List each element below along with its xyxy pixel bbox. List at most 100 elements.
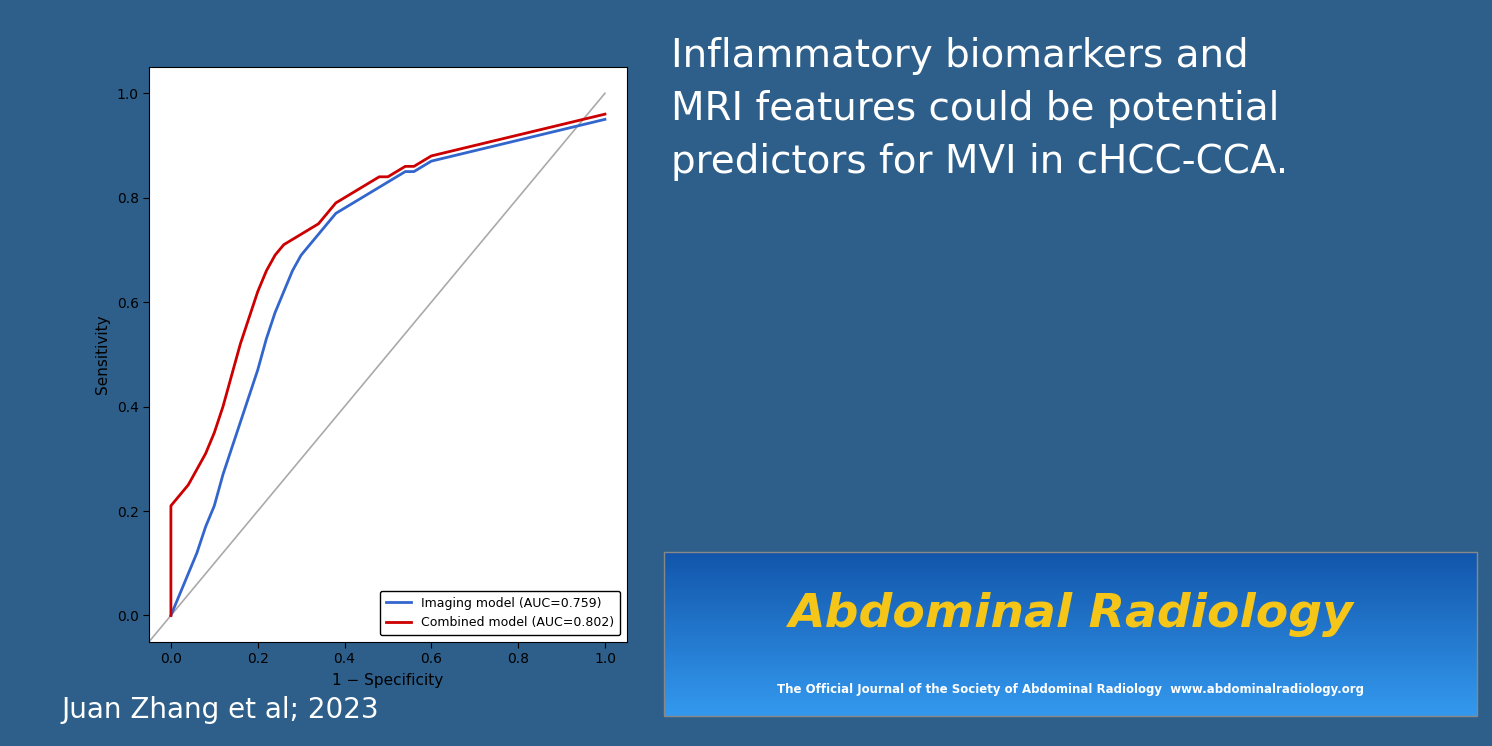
Bar [664, 684, 1477, 685]
Bar [664, 574, 1477, 575]
Text: Juan Zhang et al; 2023: Juan Zhang et al; 2023 [61, 696, 379, 724]
Bar [664, 555, 1477, 557]
Text: The Official Journal of the Society of Abdominal Radiology  www.abdominalradiolo: The Official Journal of the Society of A… [777, 683, 1364, 697]
Bar [664, 624, 1477, 625]
Bar [664, 651, 1477, 652]
Bar [664, 693, 1477, 694]
Bar [664, 655, 1477, 656]
Bar [664, 621, 1477, 622]
Bar [664, 552, 1477, 553]
Bar [664, 668, 1477, 669]
Bar [664, 582, 1477, 583]
Bar [664, 673, 1477, 674]
Bar [664, 570, 1477, 571]
Bar [664, 699, 1477, 700]
Bar [664, 602, 1477, 603]
Text: Inflammatory biomarkers and
MRI features could be potential
predictors for MVI i: Inflammatory biomarkers and MRI features… [671, 37, 1289, 181]
Bar [664, 610, 1477, 611]
Bar [664, 672, 1477, 673]
Bar [664, 561, 1477, 562]
Bar [664, 674, 1477, 675]
Bar [664, 640, 1477, 641]
Bar [664, 573, 1477, 574]
Bar [664, 606, 1477, 607]
Legend: Imaging model (AUC=0.759), Combined model (AUC=0.802): Imaging model (AUC=0.759), Combined mode… [380, 591, 621, 636]
Bar [664, 692, 1477, 693]
Bar [664, 645, 1477, 646]
Bar [664, 641, 1477, 642]
Bar [664, 662, 1477, 664]
Bar [664, 676, 1477, 677]
Bar [664, 702, 1477, 703]
Bar [664, 625, 1477, 626]
Bar [664, 615, 1477, 616]
Bar [664, 565, 1477, 566]
Bar [664, 609, 1477, 610]
Bar [664, 681, 1477, 682]
Bar [664, 698, 1477, 699]
Bar [664, 568, 1477, 569]
Bar [664, 583, 1477, 584]
Bar [664, 589, 1477, 590]
Bar [664, 597, 1477, 598]
Bar [664, 685, 1477, 686]
Bar [664, 611, 1477, 612]
Bar [664, 599, 1477, 600]
Bar [664, 593, 1477, 594]
Bar [664, 554, 1477, 555]
Bar [664, 688, 1477, 689]
Bar [664, 566, 1477, 567]
Bar [664, 591, 1477, 592]
Bar [664, 567, 1477, 568]
Bar [664, 579, 1477, 580]
Bar [664, 652, 1477, 653]
Bar [664, 620, 1477, 621]
Bar [664, 633, 1477, 634]
Bar [664, 643, 1477, 644]
Bar [664, 712, 1477, 713]
Bar [664, 590, 1477, 591]
Bar [664, 612, 1477, 613]
Bar [664, 639, 1477, 640]
Bar [664, 622, 1477, 623]
Bar [664, 691, 1477, 692]
Bar [664, 669, 1477, 670]
Bar [664, 576, 1477, 577]
Bar [664, 575, 1477, 576]
Bar [664, 657, 1477, 658]
Bar [664, 649, 1477, 650]
Bar [664, 704, 1477, 705]
Bar [664, 562, 1477, 563]
Bar [664, 628, 1477, 629]
Bar [664, 706, 1477, 707]
Bar [664, 601, 1477, 602]
Bar [664, 587, 1477, 588]
Bar [664, 630, 1477, 631]
Bar [664, 634, 1477, 635]
Bar [664, 627, 1477, 628]
Bar [664, 618, 1477, 619]
Bar [664, 632, 1477, 633]
Bar [664, 701, 1477, 702]
Bar [664, 705, 1477, 706]
Bar [664, 580, 1477, 582]
Text: Abdominal Radiology: Abdominal Radiology [788, 592, 1353, 637]
Bar [664, 660, 1477, 661]
Bar [664, 626, 1477, 627]
Bar [664, 715, 1477, 716]
Bar [664, 665, 1477, 666]
Bar [664, 711, 1477, 712]
Bar [664, 629, 1477, 630]
Bar [664, 671, 1477, 672]
Bar [664, 714, 1477, 715]
Bar [664, 616, 1477, 617]
Bar [664, 595, 1477, 596]
Bar [664, 666, 1477, 667]
Bar [664, 656, 1477, 657]
Bar [664, 677, 1477, 678]
Bar [664, 607, 1477, 608]
Bar [664, 675, 1477, 676]
Bar [664, 588, 1477, 589]
Bar [664, 636, 1477, 637]
Bar [664, 695, 1477, 697]
